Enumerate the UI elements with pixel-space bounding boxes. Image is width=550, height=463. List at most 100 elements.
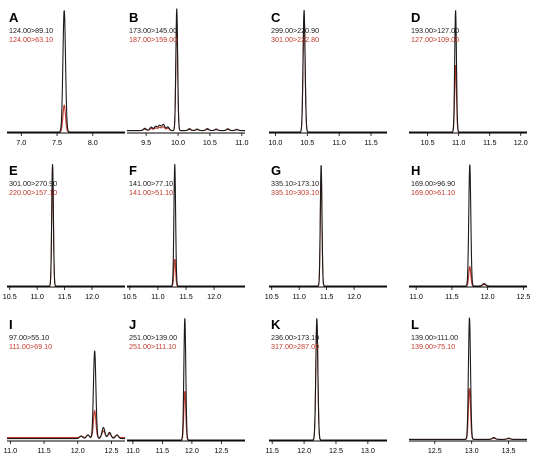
transition-secondary: 317.00>287.00 xyxy=(271,342,319,351)
x-tick-label: 11.0 xyxy=(452,138,465,147)
x-tick-label: 10.5 xyxy=(3,292,17,301)
x-tick-label: 8.0 xyxy=(88,138,98,147)
transition-secondary: 127.00>109.00 xyxy=(411,35,459,44)
x-tick-label: 12.0 xyxy=(481,292,495,301)
x-tick-label: 9.5 xyxy=(141,138,151,147)
transition-primary: 251.00>139.00 xyxy=(129,333,177,342)
transition-secondary: 251.00>111.10 xyxy=(129,342,176,351)
trace-secondary xyxy=(7,409,125,439)
x-tick-label: 12.5 xyxy=(214,446,228,455)
panel-letter: L xyxy=(411,317,419,332)
x-tick-label: 11.5 xyxy=(445,292,458,301)
trace-primary xyxy=(409,10,527,133)
x-tick-label: 12.5 xyxy=(428,446,442,455)
panel-letter: H xyxy=(411,163,420,178)
trace-secondary xyxy=(127,259,245,287)
trace-primary xyxy=(409,164,527,287)
x-tick-label: 12.5 xyxy=(516,292,530,301)
transition-primary: 169.00>96.90 xyxy=(411,179,455,188)
x-tick-label: 11.5 xyxy=(364,138,377,147)
x-tick-label: 12.0 xyxy=(185,446,199,455)
x-tick-label: 12.0 xyxy=(85,292,99,301)
x-tick-label: 11.0 xyxy=(126,446,139,455)
transition-primary: 124.00>89.10 xyxy=(9,26,53,35)
chromatogram-panel-j: 11.0 11.5 12.0 12.5 J251.00>139.00251.00>111… xyxy=(126,317,245,455)
x-tick-label: 11.0 xyxy=(235,138,248,147)
chromatogram-panel-k: 11.5 12.0 12.5 13.0 K236.00>173.10317.00>287… xyxy=(265,317,387,455)
transition-secondary: 220.00>157.10 xyxy=(9,188,57,197)
panel-letter: F xyxy=(129,163,137,178)
x-tick-label: 12.5 xyxy=(105,446,119,455)
x-tick-label: 11.0 xyxy=(409,292,422,301)
panel-letter: B xyxy=(129,10,138,25)
x-tick-label: 7.0 xyxy=(16,138,26,147)
transition-primary: 236.00>173.10 xyxy=(271,333,319,342)
transition-primary: 141.00>77.10 xyxy=(129,179,173,188)
transition-primary: 299.00>220.90 xyxy=(271,26,319,35)
panel-letter: G xyxy=(271,163,281,178)
x-tick-label: 12.0 xyxy=(207,292,221,301)
x-tick-label: 11.0 xyxy=(332,138,345,147)
x-tick-label: 11.5 xyxy=(265,446,278,455)
x-tick-label: 11.5 xyxy=(156,446,169,455)
chromatogram-panel-g: 10.5 11.0 11.5 12.0 G335.10>173.10335.10>303… xyxy=(265,163,387,301)
panel-letter: I xyxy=(9,317,13,332)
transition-secondary: 124.00>63.10 xyxy=(9,35,53,44)
transition-primary: 301.00>270.90 xyxy=(9,179,57,188)
x-tick-label: 13.0 xyxy=(361,446,375,455)
trace-primary xyxy=(7,164,125,287)
x-tick-label: 13.5 xyxy=(502,446,516,455)
transition-primary: 335.10>173.10 xyxy=(271,179,319,188)
chromatogram-panel-c: 10.0 10.5 11.0 11.5 C299.00>220.90301.00>222… xyxy=(268,10,387,147)
x-tick-label: 12.0 xyxy=(71,446,85,455)
panel-letter: C xyxy=(271,10,281,25)
x-tick-label: 11.5 xyxy=(179,292,192,301)
panel-letter: D xyxy=(411,10,420,25)
x-tick-label: 10.0 xyxy=(171,138,185,147)
transition-primary: 139.00>111.00 xyxy=(411,333,458,342)
x-tick-label: 12.0 xyxy=(297,446,311,455)
chromatogram-panel-e: 10.5 11.0 11.5 12.0 E301.00>270.90220.00>157… xyxy=(3,163,125,301)
x-tick-label: 11.0 xyxy=(151,292,164,301)
transition-secondary: 335.10>303.10 xyxy=(271,188,319,197)
x-tick-label: 12.0 xyxy=(347,292,361,301)
x-tick-label: 10.0 xyxy=(268,138,282,147)
panel-letter: E xyxy=(9,163,18,178)
x-tick-label: 10.5 xyxy=(300,138,314,147)
trace-primary xyxy=(7,10,125,133)
trace-primary xyxy=(269,318,387,441)
transition-secondary: 301.00>222.80 xyxy=(271,35,319,44)
x-tick-label: 10.5 xyxy=(421,138,435,147)
x-tick-label: 11.0 xyxy=(4,446,17,455)
x-tick-label: 7.5 xyxy=(52,138,62,147)
panel-letter: A xyxy=(9,10,19,25)
chromatogram-panel-h: 11.0 11.5 12.0 12.5 H169.00>96.90169.00>61.1… xyxy=(409,163,530,301)
x-tick-label: 11.5 xyxy=(37,446,50,455)
x-tick-label: 12.0 xyxy=(514,138,528,147)
x-tick-label: 11.0 xyxy=(292,292,305,301)
panel-letter: K xyxy=(271,317,281,332)
chromatogram-panel-f: 10.5 11.0 11.5 12.0 F141.00>77.10141.00>51.1… xyxy=(123,163,245,301)
x-tick-label: 10.5 xyxy=(123,292,137,301)
trace-primary xyxy=(127,318,245,441)
trace-primary xyxy=(269,165,387,287)
trace-primary xyxy=(409,317,527,440)
trace-primary xyxy=(7,350,125,440)
trace-primary xyxy=(127,8,245,132)
x-tick-label: 11.0 xyxy=(30,292,43,301)
x-tick-label: 11.5 xyxy=(58,292,71,301)
trace-primary xyxy=(269,10,387,133)
x-tick-label: 12.5 xyxy=(329,446,343,455)
transition-primary: 97.00>55.10 xyxy=(9,333,49,342)
trace-primary xyxy=(127,163,245,287)
chromatogram-panel-d: 10.5 11.0 11.5 12.0 D193.00>127.00127.00>109… xyxy=(409,10,528,147)
chromatogram-panel-b: 9.5 10.0 10.5 11.0 B173.00>145.00187.00>159.… xyxy=(127,8,249,147)
transition-secondary: 187.00>159.00 xyxy=(129,35,177,44)
transition-secondary: 141.00>51.10 xyxy=(129,188,173,197)
x-tick-label: 13.0 xyxy=(465,446,479,455)
transition-secondary: 139.00>75.10 xyxy=(411,342,455,351)
transition-secondary: 169.00>61.10 xyxy=(411,188,455,197)
